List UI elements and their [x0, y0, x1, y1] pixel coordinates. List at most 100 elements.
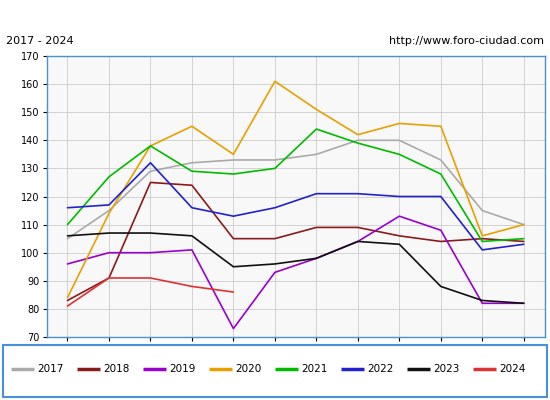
2018 [147, 180, 154, 185]
2020 [272, 79, 278, 84]
2019 [355, 239, 361, 244]
2023 [272, 262, 278, 266]
Text: 2017: 2017 [37, 364, 63, 374]
2018 [520, 239, 527, 244]
2023 [106, 231, 112, 236]
2018 [437, 239, 444, 244]
2018 [479, 236, 486, 241]
2020 [396, 121, 403, 126]
2022 [230, 214, 236, 218]
2020 [106, 211, 112, 216]
2020 [355, 132, 361, 137]
2023 [437, 284, 444, 289]
2021 [520, 236, 527, 241]
2019 [437, 228, 444, 233]
2018 [313, 225, 320, 230]
2023 [313, 256, 320, 261]
Line: 2017: 2017 [68, 140, 524, 239]
2023 [189, 234, 195, 238]
2020 [147, 144, 154, 148]
2018 [106, 276, 112, 280]
2017 [396, 138, 403, 143]
2024 [147, 276, 154, 280]
2018 [355, 225, 361, 230]
2021 [355, 141, 361, 146]
Line: 2023: 2023 [68, 233, 524, 303]
2019 [230, 326, 236, 331]
Text: 2018: 2018 [103, 364, 129, 374]
Text: 2020: 2020 [235, 364, 261, 374]
Text: 2019: 2019 [169, 364, 195, 374]
2021 [272, 166, 278, 171]
2024 [189, 284, 195, 289]
2022 [520, 242, 527, 247]
2018 [64, 298, 71, 303]
2019 [64, 262, 71, 266]
2020 [230, 152, 236, 157]
Text: Evolucion del paro registrado en Benimodo: Evolucion del paro registrado en Benimod… [109, 8, 441, 22]
Text: http://www.foro-ciudad.com: http://www.foro-ciudad.com [389, 36, 544, 46]
2024 [230, 290, 236, 294]
2017 [106, 208, 112, 213]
2017 [147, 169, 154, 174]
2017 [355, 138, 361, 143]
2021 [479, 239, 486, 244]
2019 [272, 270, 278, 275]
2021 [147, 144, 154, 148]
2023 [520, 301, 527, 306]
2018 [396, 234, 403, 238]
2017 [520, 222, 527, 227]
2020 [64, 295, 71, 300]
2022 [396, 194, 403, 199]
2021 [189, 169, 195, 174]
2017 [437, 158, 444, 162]
Line: 2020: 2020 [68, 81, 524, 298]
2018 [189, 183, 195, 188]
2020 [313, 107, 320, 112]
2020 [520, 222, 527, 227]
2022 [479, 248, 486, 252]
2019 [479, 301, 486, 306]
2024 [64, 304, 71, 308]
2021 [230, 172, 236, 176]
2018 [230, 236, 236, 241]
2021 [64, 222, 71, 227]
2017 [313, 152, 320, 157]
2023 [396, 242, 403, 247]
2017 [64, 236, 71, 241]
2022 [147, 160, 154, 165]
Line: 2021: 2021 [68, 129, 524, 242]
2019 [520, 301, 527, 306]
2024 [106, 276, 112, 280]
2018 [272, 236, 278, 241]
2022 [106, 202, 112, 207]
Line: 2024: 2024 [68, 278, 233, 306]
2017 [272, 158, 278, 162]
2019 [147, 250, 154, 255]
2020 [189, 124, 195, 129]
Text: 2022: 2022 [367, 364, 393, 374]
2022 [437, 194, 444, 199]
2022 [64, 205, 71, 210]
Text: 2017 - 2024: 2017 - 2024 [6, 36, 73, 46]
2017 [189, 160, 195, 165]
2019 [106, 250, 112, 255]
Text: 2023: 2023 [433, 364, 459, 374]
2021 [106, 174, 112, 179]
2017 [230, 158, 236, 162]
2022 [313, 191, 320, 196]
2023 [64, 234, 71, 238]
Line: 2019: 2019 [68, 216, 524, 328]
2021 [396, 152, 403, 157]
2022 [355, 191, 361, 196]
2019 [396, 214, 403, 218]
Line: 2018: 2018 [68, 182, 524, 300]
2022 [189, 205, 195, 210]
2023 [479, 298, 486, 303]
2017 [479, 208, 486, 213]
2023 [355, 239, 361, 244]
2020 [437, 124, 444, 129]
Text: 2024: 2024 [499, 364, 525, 374]
2023 [230, 264, 236, 269]
2020 [479, 234, 486, 238]
